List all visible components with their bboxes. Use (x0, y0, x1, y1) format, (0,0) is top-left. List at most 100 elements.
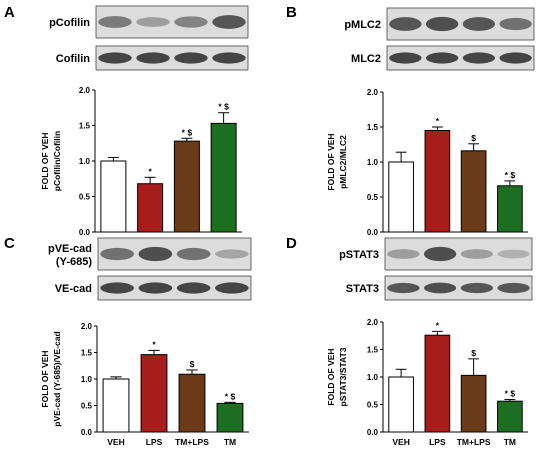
bar (210, 122, 237, 233)
y-axis-label: FOLD OF VEH (40, 132, 50, 189)
y-tick-label: 1.0 (367, 158, 379, 167)
blot-band (497, 249, 530, 259)
y-tick-label: 0.0 (367, 228, 379, 237)
significance-label: $ (190, 359, 195, 369)
blot-label: (Y-685) (56, 256, 92, 268)
blot-band (462, 17, 496, 31)
y-tick-label: 1.0 (79, 157, 91, 166)
y-axis-label: pSTAT3/STAT3 (338, 347, 348, 406)
significance-label: $ (471, 348, 476, 358)
blot-band (462, 52, 496, 64)
blot-label: pMLC2 (344, 19, 381, 31)
bar (388, 161, 414, 233)
blot-label: Cofilin (56, 53, 90, 65)
blot-band (100, 282, 134, 294)
x-tick-label: LPS (146, 437, 163, 447)
blot-band (98, 52, 132, 64)
y-axis-label: FOLD OF VEH (326, 133, 336, 190)
y-axis-label: FOLD OF VEH (40, 350, 50, 407)
y-tick-label: 1.0 (81, 375, 93, 384)
significance-label: * $ (225, 391, 236, 401)
blot-band (389, 52, 422, 64)
blot-band (176, 282, 211, 294)
blot-band (460, 249, 494, 259)
x-tick-label: VEH (107, 437, 124, 447)
significance-label: * $ (218, 102, 229, 112)
blot-label: pSTAT3 (339, 249, 379, 261)
y-tick-label: 1.5 (79, 122, 91, 131)
y-tick-label: 0.5 (79, 193, 91, 202)
blot-band (212, 15, 246, 29)
y-tick-label: 0.0 (367, 428, 379, 437)
blot-band (499, 17, 532, 31)
y-tick-label: 0.0 (81, 428, 93, 437)
bar (137, 183, 164, 233)
blot-band (138, 282, 173, 294)
bar (424, 334, 451, 433)
panel-letter: B (286, 4, 297, 21)
y-tick-label: 2.0 (79, 86, 91, 95)
y-tick-label: 2.0 (81, 322, 93, 331)
blot-band (174, 16, 208, 28)
x-tick-label: TM (224, 437, 236, 447)
y-tick-label: 0.5 (367, 193, 379, 202)
y-axis-label: FOLD OF VEH (326, 348, 336, 405)
blot-band (387, 249, 420, 259)
y-tick-label: 0.0 (79, 228, 91, 237)
blot-band (138, 246, 173, 262)
x-tick-label: TM+LPS (457, 437, 491, 447)
bar (388, 376, 414, 433)
y-axis-label: pMLC2/MLC2 (338, 135, 348, 189)
bar (497, 400, 523, 433)
blot-band (215, 282, 249, 294)
blot-label: pVE-cad (48, 243, 92, 255)
blot-band (460, 282, 494, 294)
blot-band (136, 52, 170, 64)
y-tick-label: 0.5 (367, 401, 379, 410)
y-tick-label: 2.0 (367, 88, 379, 97)
significance-label: * $ (182, 127, 193, 137)
blot-band (499, 52, 532, 64)
bar (140, 354, 168, 433)
panel-letter: D (286, 235, 297, 252)
significance-label: * (148, 166, 152, 176)
blot-band (212, 52, 246, 64)
blot-band (425, 52, 459, 64)
blot-band (136, 17, 170, 27)
blot-band (423, 246, 457, 262)
bar (178, 373, 206, 433)
blot-label: VE-cad (55, 283, 92, 295)
significance-label: $ (471, 133, 476, 143)
y-tick-label: 1.5 (367, 123, 379, 132)
x-tick-label: VEH (392, 437, 409, 447)
blot-label: pCofilin (49, 17, 90, 29)
panel-letter: C (4, 235, 15, 252)
y-axis-label: pVE-cad (Y-685)/VE-cad (52, 331, 62, 426)
blot-image (384, 237, 533, 271)
y-tick-label: 1.0 (367, 373, 379, 382)
blot-band (176, 247, 211, 261)
y-tick-label: 1.5 (367, 346, 379, 355)
bar (460, 150, 487, 233)
y-tick-label: 1.5 (81, 349, 93, 358)
bar (460, 374, 487, 433)
blot-label: STAT3 (346, 283, 379, 295)
bar (173, 140, 200, 233)
significance-label: * (152, 339, 156, 349)
blot-band (425, 16, 459, 32)
y-tick-label: 2.0 (367, 318, 379, 327)
y-tick-label: 0.5 (81, 402, 93, 411)
bar (497, 185, 523, 233)
bar (102, 378, 130, 433)
blot-band (215, 249, 249, 259)
significance-label: * $ (505, 389, 516, 399)
bar (216, 402, 244, 433)
blot-band (423, 282, 457, 294)
blot-band (497, 282, 530, 294)
panel-letter: A (4, 4, 15, 21)
